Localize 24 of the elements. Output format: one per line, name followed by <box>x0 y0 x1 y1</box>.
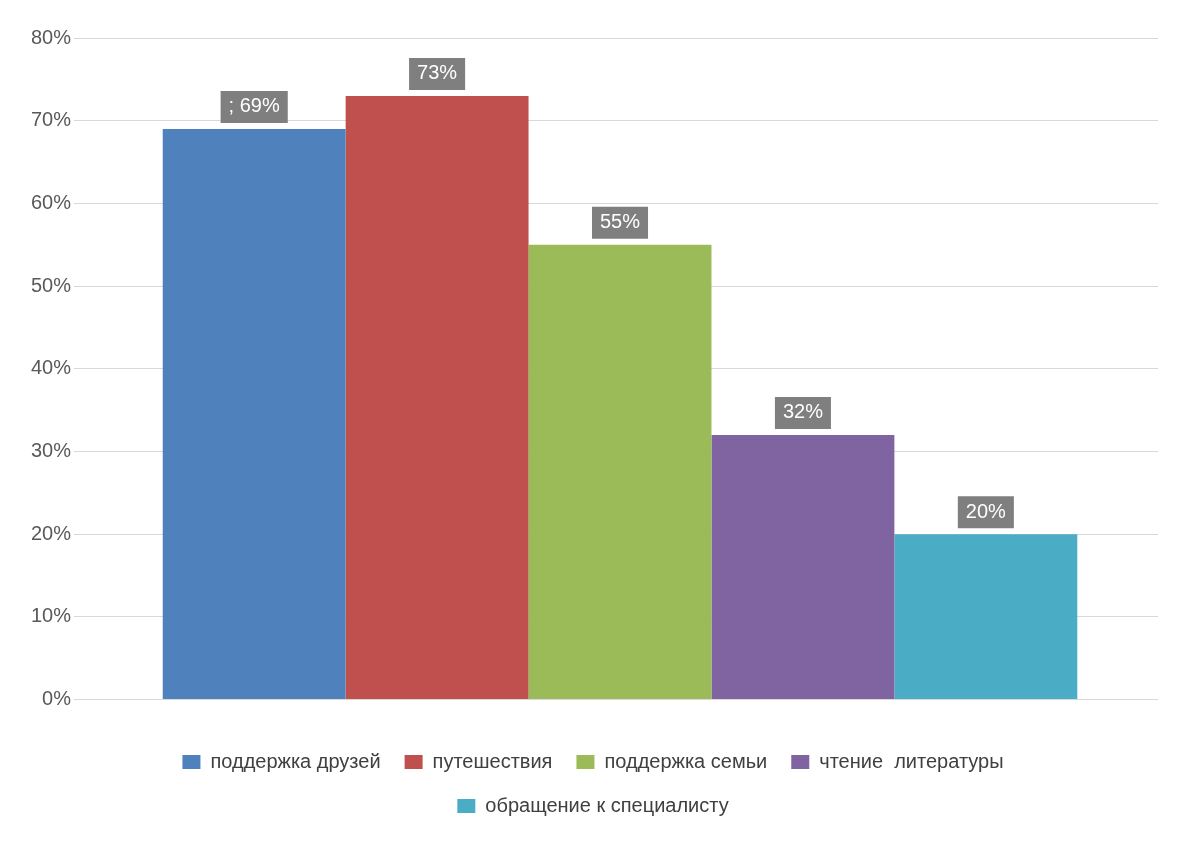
bar <box>528 244 712 700</box>
bar <box>711 434 895 700</box>
legend-label: обращение к специалисту <box>485 793 729 816</box>
y-tick-label: 20% <box>31 521 72 544</box>
y-tick-label: 60% <box>31 190 72 213</box>
y-tick-label: 40% <box>31 356 72 379</box>
legend-label: поддержка семьи <box>604 749 768 772</box>
data-label: 20% <box>965 499 1007 522</box>
y-tick-label: 50% <box>31 273 72 296</box>
y-tick-label: 70% <box>31 108 72 131</box>
legend-label: чтение литературы <box>819 749 1004 772</box>
bar <box>894 534 1078 700</box>
y-tick-label: 0% <box>42 687 72 710</box>
data-label: 55% <box>600 210 641 233</box>
legend-label: поддержка друзей <box>210 749 381 772</box>
data-label: 32% <box>782 400 824 423</box>
bar <box>345 95 529 700</box>
y-tick-label: 80% <box>31 25 72 48</box>
legend-label: путешествия <box>432 749 553 772</box>
y-tick-label: 10% <box>31 604 72 627</box>
y-tick-label: 30% <box>31 439 72 462</box>
data-label: ; 69% <box>228 94 280 117</box>
bar <box>162 128 346 700</box>
data-label: 73% <box>417 61 458 84</box>
